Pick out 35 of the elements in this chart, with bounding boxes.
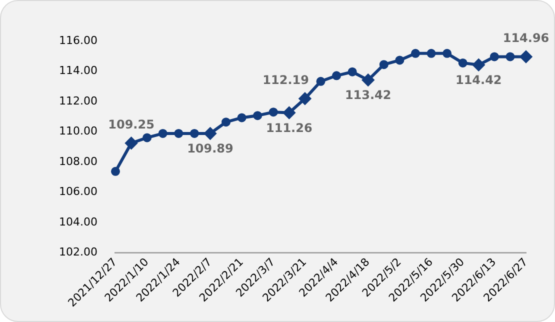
- point: [458, 58, 468, 68]
- point: [190, 128, 199, 138]
- point: [490, 52, 499, 62]
- point: [174, 128, 184, 138]
- point: [222, 118, 231, 127]
- data-label: 109.25: [108, 117, 154, 132]
- y-tick-label: 112.00: [58, 94, 98, 108]
- data-label: 114.96: [502, 30, 550, 45]
- data-label: 113.42: [344, 88, 392, 102]
- point: [110, 166, 120, 176]
- point: [410, 48, 420, 58]
- point: [395, 56, 404, 65]
- point: [268, 108, 278, 117]
- data-label: 112.19: [262, 72, 309, 87]
- y-tick-label: 110.00: [58, 124, 98, 138]
- y-tick-label: 102.00: [58, 246, 98, 259]
- y-tick-label: 104.00: [58, 215, 98, 228]
- point: [442, 48, 452, 58]
- y-tick-label: 106.00: [58, 185, 98, 198]
- point: [506, 52, 515, 62]
- point: [426, 48, 436, 58]
- point: [253, 111, 262, 120]
- y-tick-label: 108.00: [58, 154, 98, 168]
- point: [348, 67, 357, 76]
- point: [158, 128, 168, 138]
- point: [142, 133, 152, 142]
- point: [237, 113, 246, 122]
- data-label: 111.26: [266, 120, 312, 135]
- y-tick-label: 116.00: [58, 34, 98, 47]
- point: [379, 60, 388, 70]
- point: [316, 76, 326, 86]
- point: [332, 71, 342, 80]
- data-label: 109.89: [187, 142, 234, 156]
- y-tick-label: 114.00: [58, 64, 98, 78]
- data-label: 114.42: [455, 73, 502, 88]
